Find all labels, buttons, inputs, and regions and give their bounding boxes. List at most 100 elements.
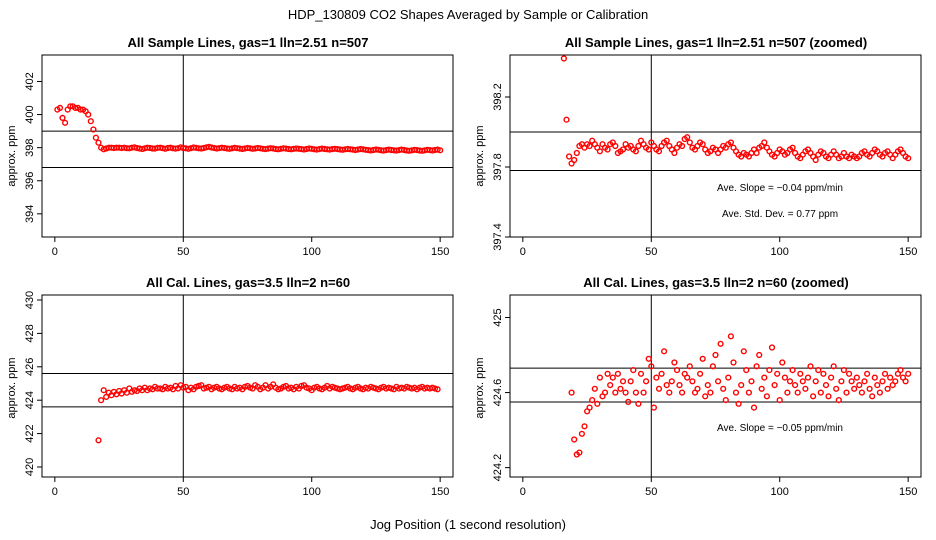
- data-point: [696, 370, 704, 377]
- y-axis-label: approx. ppm: [474, 125, 486, 186]
- x-tick-label: 100: [771, 246, 789, 258]
- data-point: [573, 149, 580, 157]
- data-point: [103, 393, 110, 401]
- data-point: [630, 367, 637, 374]
- data-point: [820, 370, 827, 377]
- data-point: [784, 389, 791, 396]
- data-point: [838, 378, 845, 385]
- panel-all-sample-lines: All Sample Lines, gas=1 lln=2.51 n=507 a…: [6, 35, 454, 258]
- data-point: [876, 389, 884, 396]
- data-point: [763, 393, 771, 400]
- x-tick-label: 50: [177, 246, 189, 258]
- y-tick-label: 397.8: [492, 153, 504, 181]
- x-tick-label: 0: [520, 246, 526, 258]
- data-point: [779, 359, 786, 366]
- data-point: [730, 359, 737, 366]
- data-point: [699, 141, 706, 148]
- data-point: [768, 344, 776, 351]
- data-point: [863, 370, 871, 377]
- data-point: [650, 404, 658, 411]
- data-point: [92, 134, 100, 141]
- y-tick-label: 397.4: [492, 223, 504, 251]
- data-point: [686, 139, 693, 146]
- data-point: [712, 351, 719, 359]
- data-point: [740, 348, 747, 355]
- data-point: [607, 382, 614, 389]
- data-point: [596, 148, 604, 155]
- data-point: [694, 385, 701, 392]
- y-axis-label: approx. ppm: [6, 357, 18, 418]
- data-point: [637, 370, 645, 377]
- data-point: [594, 400, 601, 407]
- data-point: [668, 378, 675, 385]
- data-point: [748, 378, 755, 385]
- data-point: [781, 374, 789, 381]
- plot-frame: [509, 294, 922, 478]
- panel-title: All Cal. Lines, gas=3.5 lln=2 n=60 (zoom…: [583, 275, 849, 290]
- data-point: [684, 134, 691, 141]
- panel-all-cal-lines-zoomed: All Cal. Lines, gas=3.5 lln=2 n=60 (zoom…: [474, 275, 922, 498]
- data-point: [743, 367, 750, 374]
- x-tick-label: 0: [520, 486, 526, 498]
- panel-title: All Sample Lines, gas=1 lln=2.51 n=507 (…: [565, 35, 867, 50]
- data-point: [815, 367, 822, 374]
- data-point: [756, 351, 763, 359]
- data-point: [789, 144, 796, 151]
- data-point: [645, 146, 652, 153]
- data-point: [830, 363, 837, 370]
- data-point: [884, 385, 891, 392]
- data-point: [753, 363, 760, 370]
- x-tick-label: 150: [431, 246, 449, 258]
- data-point: [632, 148, 640, 155]
- panel-title: All Sample Lines, gas=1 lln=2.51 n=507: [128, 35, 369, 50]
- data-point: [897, 367, 904, 374]
- data-point: [604, 370, 611, 377]
- slope-annotation: Ave. Slope = −0.05 ppm/min: [717, 423, 843, 434]
- data-point: [812, 378, 819, 385]
- data-point: [671, 359, 678, 366]
- data-point: [717, 340, 724, 347]
- y-tick-label: 398.2: [492, 83, 504, 111]
- data-point: [586, 142, 593, 150]
- data-point: [689, 378, 696, 385]
- data-point: [774, 370, 781, 377]
- data-point: [879, 378, 886, 385]
- data-point: [640, 389, 647, 396]
- data-point: [614, 370, 622, 377]
- data-point: [619, 146, 627, 153]
- data-point: [59, 114, 66, 122]
- data-point: [856, 382, 863, 389]
- data-point: [571, 156, 578, 164]
- data-point: [720, 385, 727, 392]
- data-point: [840, 367, 848, 374]
- data-point: [85, 111, 92, 118]
- data-point: [905, 370, 912, 377]
- data-point: [887, 374, 894, 381]
- y-tick-label: 424: [24, 391, 36, 409]
- y-tick-label: 400: [24, 105, 36, 123]
- data-point: [660, 348, 668, 355]
- data-point: [619, 378, 627, 385]
- y-tick-label: 428: [24, 324, 36, 342]
- data-point: [758, 385, 765, 392]
- data-point: [95, 437, 102, 444]
- figure-title: HDP_130809 CO2 Shapes Averaged by Sample…: [288, 7, 648, 22]
- data-point: [632, 389, 640, 396]
- data-point: [848, 378, 855, 385]
- plot-frame: [509, 54, 922, 238]
- panel-all-sample-lines-zoomed: All Sample Lines, gas=1 lln=2.51 n=507 (…: [474, 35, 922, 258]
- data-point: [732, 389, 740, 396]
- data-point: [678, 142, 686, 150]
- data-point: [686, 363, 693, 370]
- data-point: [853, 374, 860, 381]
- data-point: [892, 378, 899, 385]
- data-point: [804, 374, 812, 381]
- data-point: [676, 382, 683, 389]
- x-tick-label: 100: [303, 246, 321, 258]
- data-point: [612, 389, 619, 396]
- data-point: [812, 156, 819, 164]
- data-point: [671, 149, 678, 157]
- data-point: [750, 404, 758, 411]
- data-point: [653, 374, 660, 381]
